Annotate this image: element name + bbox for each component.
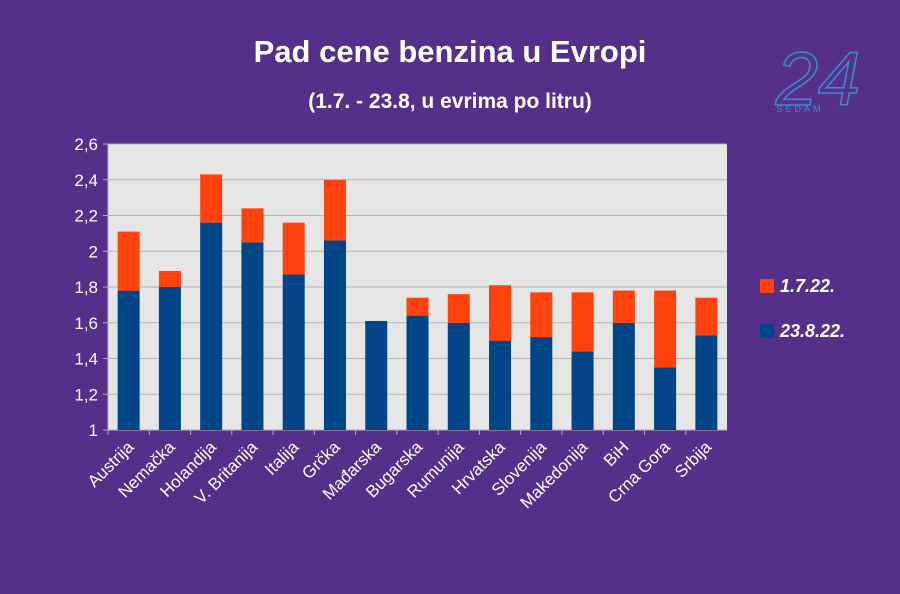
legend-swatch [760,279,774,293]
bar-Nemačka-23.8.22 [158,287,181,430]
x-tick-label: Srbija [671,437,716,482]
y-tick-label: 2,4 [74,171,98,190]
bar-Holandija-1.7.22 [200,174,223,223]
y-tick-label: 1,4 [74,350,98,369]
bar-Grčka-1.7.22 [323,179,346,241]
x-tick-label: Italija [261,437,303,479]
legend-swatch [760,324,774,338]
bar-Rumunija-1.7.22 [447,294,470,323]
bar-Hrvatska-23.8.22 [489,340,512,430]
bar-Nemačka-1.7.22 [158,270,181,287]
bar-Hrvatska-1.7.22 [489,285,512,341]
bar-Mađarska-23.8.22 [365,320,388,430]
bar-Slovenija-23.8.22 [530,337,553,430]
bar-Srbija-1.7.22 [695,297,718,336]
svg-text:SEDAM: SEDAM [776,104,823,114]
sedam24-logo: 24 SEDAM [774,36,861,123]
bar-BiH-23.8.22 [612,322,635,430]
bar-Crna Gora-1.7.22 [654,290,677,368]
bar-Italija-23.8.22 [282,274,305,430]
chart-subtitle: (1.7. - 23.8, u evrima po litru) [308,90,592,113]
bar-BiH-1.7.22 [612,290,635,323]
bar-Makedonija-23.8.22 [571,351,594,430]
bar-Bugarska-1.7.22 [406,297,429,316]
x-tick-label: BiH [600,437,633,470]
y-tick-label: 1,2 [74,385,98,404]
bar-Austrija-1.7.22 [117,231,140,291]
bar-Slovenija-1.7.22 [530,292,553,338]
bar-Makedonija-1.7.22 [571,292,594,352]
y-tick-label: 2 [89,242,98,261]
y-tick-label: 1 [89,421,98,440]
bar-V. Britanija-1.7.22 [241,208,264,243]
y-tick-label: 1,6 [74,314,98,333]
y-tick-label: 2,6 [74,135,98,154]
bar-Holandija-23.8.22 [200,222,223,430]
bar-V. Britanija-23.8.22 [241,242,264,430]
bar-Grčka-23.8.22 [323,240,346,430]
legend-label: 23.8.22. [779,321,845,341]
bar-Italija-1.7.22 [282,222,305,275]
bar-Crna Gora-23.8.22 [654,367,677,430]
y-tick-label: 1,8 [74,278,98,297]
legend-label: 1.7.22. [780,276,835,296]
chart-title: Pad cene benzina u Evropi [254,34,647,69]
y-tick-label: 2,2 [74,207,98,226]
svg-text:24: 24 [775,37,861,122]
bar-Srbija-23.8.22 [695,335,718,430]
bar-Austrija-23.8.22 [117,290,140,430]
bar-Bugarska-23.8.22 [406,315,429,430]
bar-Rumunija-23.8.22 [447,322,470,430]
